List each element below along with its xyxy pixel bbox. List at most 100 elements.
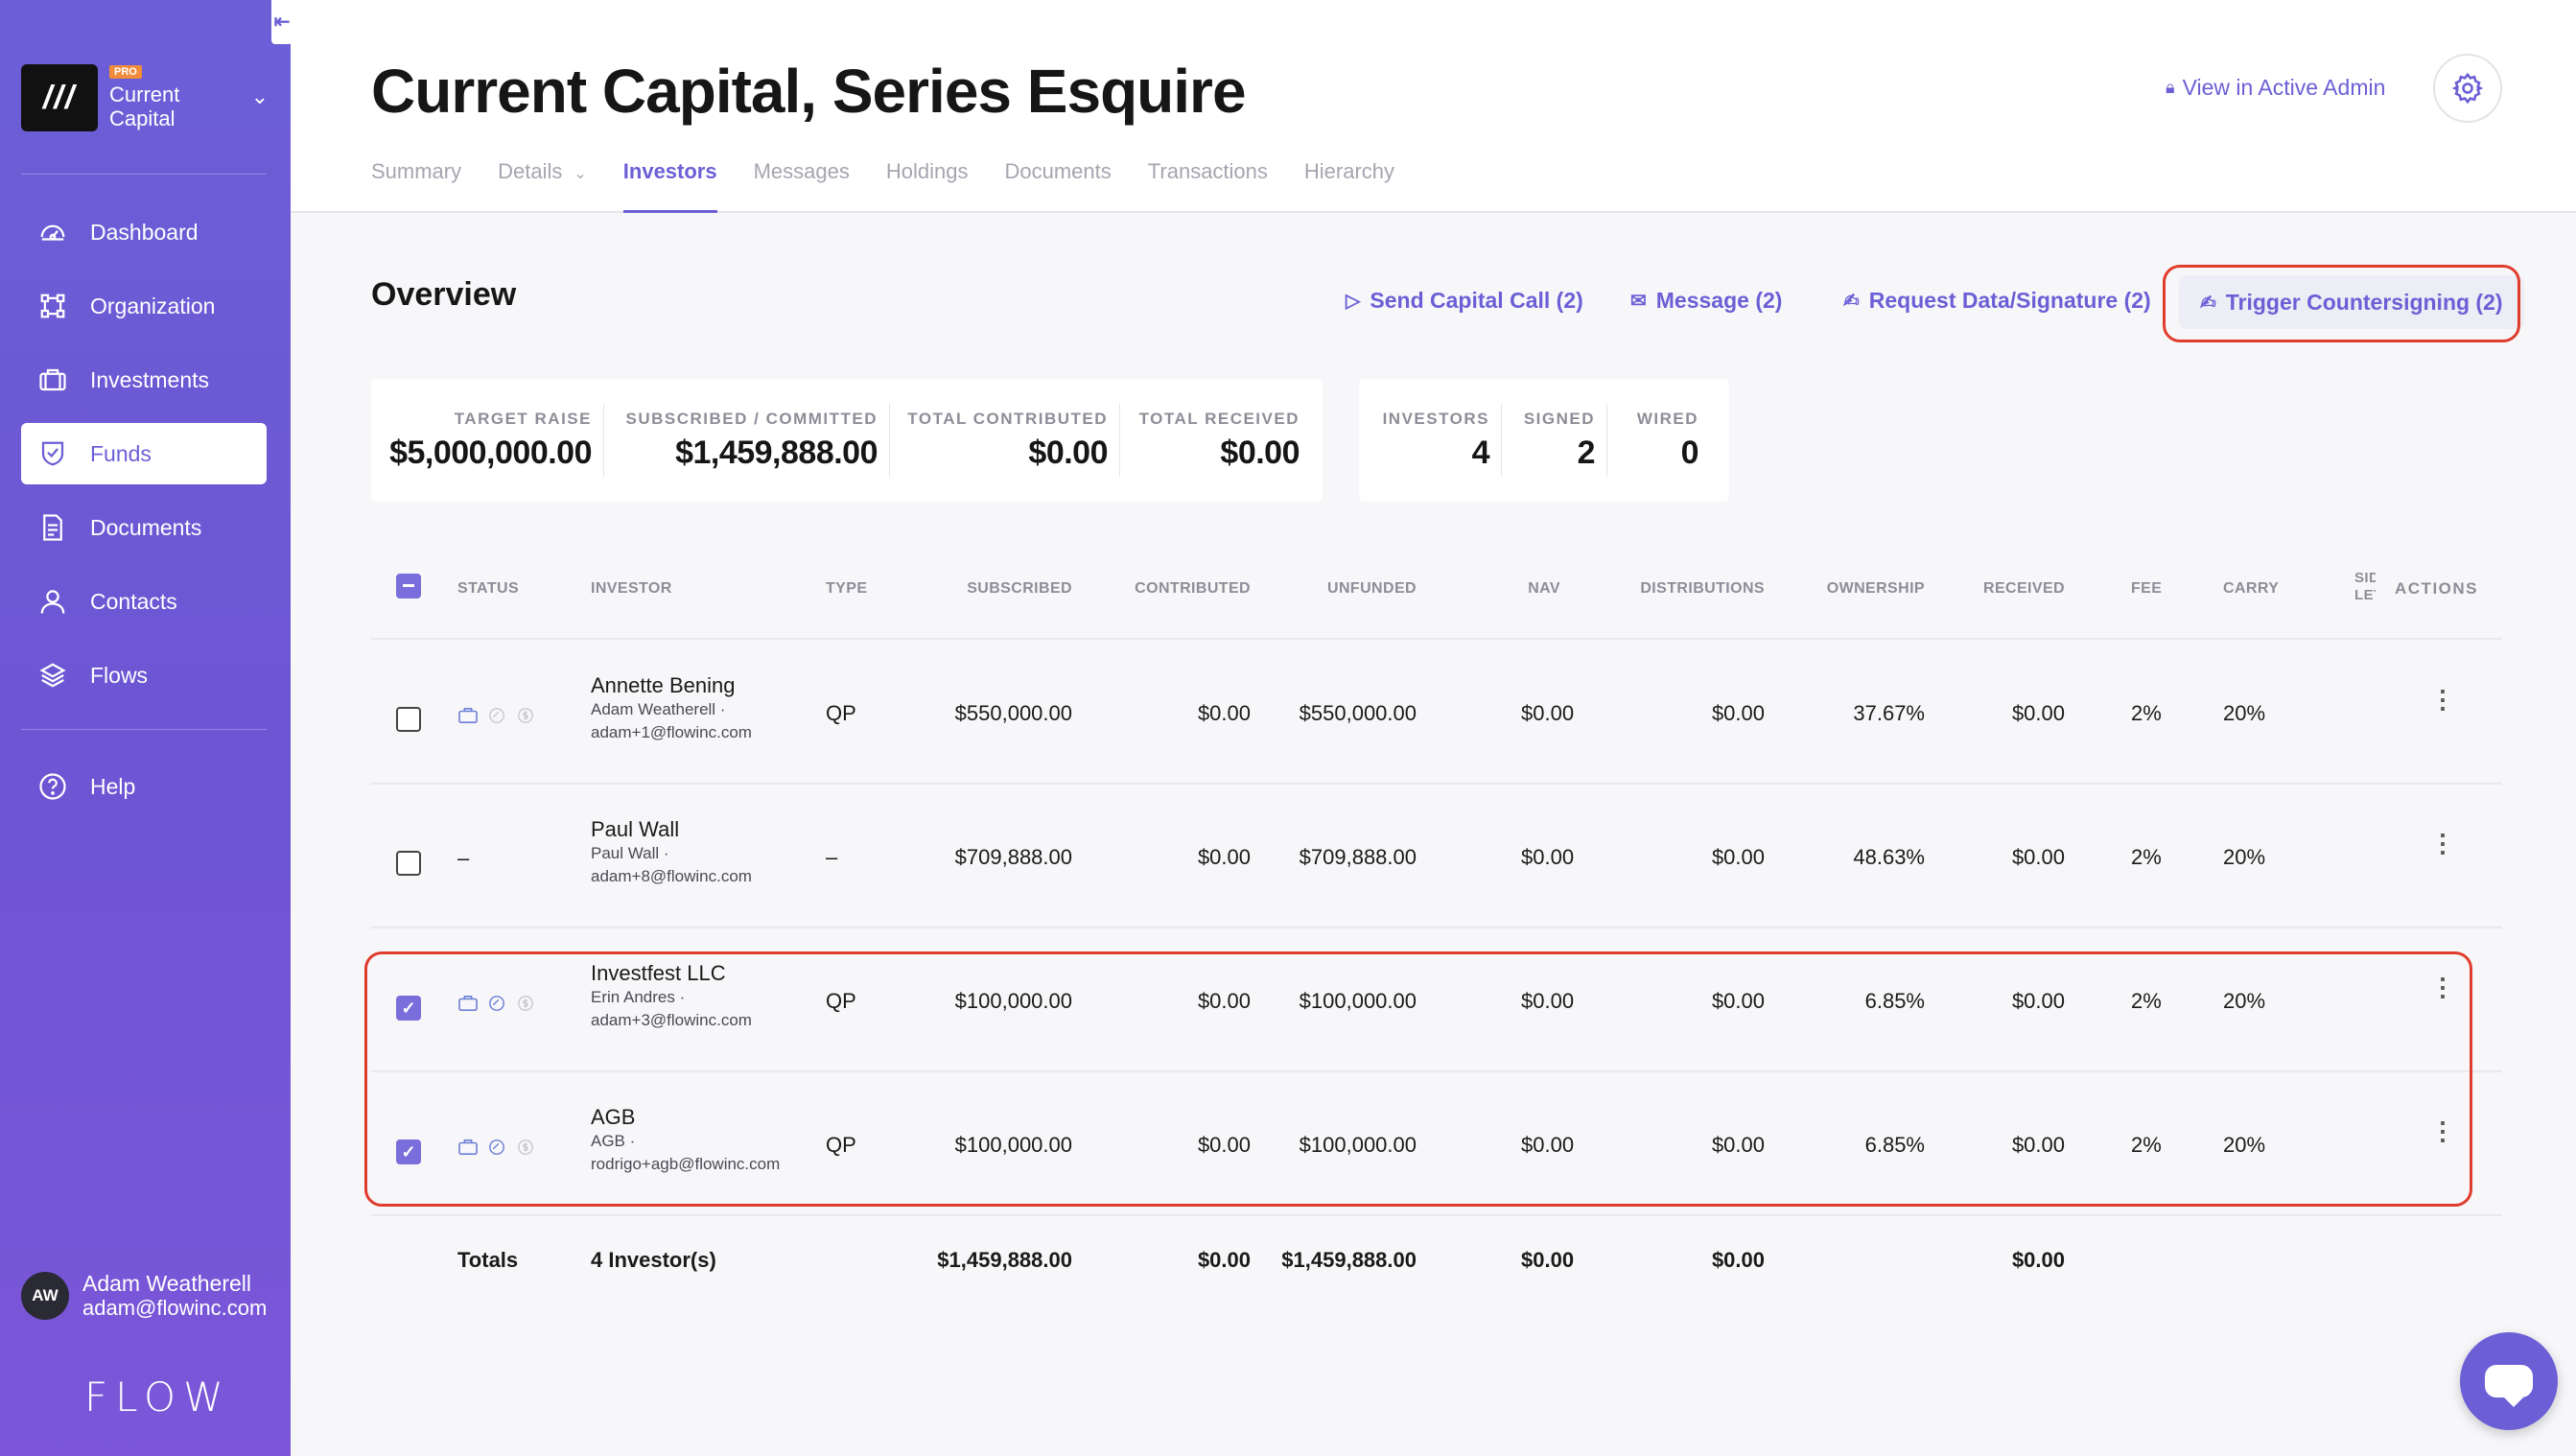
investor-info[interactable]: Annette Bening Adam Weatherell · adam+1@…: [591, 673, 752, 744]
row-checkbox[interactable]: [396, 707, 421, 732]
stat-label: SIGNED: [1523, 409, 1595, 428]
trigger-countersigning-label: Trigger Countersigning (2): [2225, 289, 2503, 315]
carry-cell: 20%: [2223, 845, 2266, 869]
pro-badge: PRO: [109, 65, 142, 79]
col-header-subscribed[interactable]: SUBSCRIBED: [967, 580, 1072, 597]
investor-stats-card: INVESTORS 4 SIGNED 2 WIRED 0: [1359, 379, 1729, 502]
carry-cell: 20%: [2223, 1133, 2266, 1157]
table-row[interactable]: Annette Bening Adam Weatherell · adam+1@…: [371, 638, 2502, 783]
status-cell: –: [457, 846, 470, 870]
sidebar-item-label: Flows: [90, 662, 149, 688]
side-letter-line2: LETT: [2354, 587, 2376, 603]
sidebar-item-contacts[interactable]: Contacts: [21, 571, 267, 632]
tab-summary[interactable]: Summary: [371, 159, 462, 183]
settings-button[interactable]: [2433, 54, 2502, 123]
tab-transactions[interactable]: Transactions: [1147, 159, 1268, 183]
tab-investors[interactable]: Investors: [622, 159, 717, 213]
send-capital-call-label: Send Capital Call (2): [1370, 288, 1583, 313]
distributions-cell: $0.00: [1711, 1133, 1765, 1157]
col-header-carry[interactable]: CARRY: [2223, 580, 2280, 597]
status-icons: [457, 1139, 536, 1156]
avatar: AW: [21, 1272, 69, 1320]
chevron-down-icon: ⌄: [250, 84, 269, 108]
sidebar-divider: [21, 729, 267, 730]
dollar-icon: [518, 1139, 533, 1155]
col-header-type[interactable]: TYPE: [826, 580, 868, 597]
trigger-countersigning-button[interactable]: ✍︎ Trigger Countersigning (2): [2179, 275, 2524, 329]
org-switcher[interactable]: /// PRO Current Capital ⌄: [21, 63, 269, 132]
tab-messages[interactable]: Messages: [753, 159, 850, 183]
dollar-icon: [518, 708, 533, 723]
tab-holdings[interactable]: Holdings: [885, 159, 969, 183]
side-letter-line1: SID: [2354, 570, 2376, 586]
signature-icon: ✍︎: [1843, 291, 1860, 312]
sidebar-item-flows[interactable]: Flows: [21, 645, 267, 706]
col-header-side-letter[interactable]: SID LETT: [2354, 570, 2376, 604]
briefcase-icon: [38, 365, 67, 394]
totals-label: Totals: [457, 1248, 519, 1272]
collapse-sidebar-icon[interactable]: ⇤: [271, 0, 293, 44]
row-actions-kebab-icon[interactable]: ⋮: [2430, 829, 2455, 857]
nav-cell: $0.00: [1521, 1133, 1575, 1157]
user-profile[interactable]: AW Adam Weatherell adam@flowinc.com: [21, 1271, 267, 1321]
totals-nav: $0.00: [1521, 1248, 1575, 1272]
select-all-checkbox[interactable]: [396, 574, 421, 599]
distributions-cell: $0.00: [1711, 701, 1765, 725]
totals-subscribed: $1,459,888.00: [937, 1248, 1072, 1272]
totals-received: $0.00: [2011, 1248, 2065, 1272]
col-header-fee[interactable]: FEE: [2131, 580, 2163, 597]
sidebar-item-funds[interactable]: Funds: [21, 423, 267, 484]
col-header-contributed[interactable]: CONTRIBUTED: [1135, 580, 1251, 597]
status-icons: [457, 707, 536, 724]
col-header-ownership[interactable]: OWNERSHIP: [1826, 580, 1925, 597]
tab-hierarchy[interactable]: Hierarchy: [1303, 159, 1395, 183]
sidebar-item-dashboard[interactable]: Dashboard: [21, 201, 267, 263]
stat-label: TOTAL RECEIVED: [1138, 409, 1300, 428]
sidebar-item-label: Contacts: [90, 588, 177, 614]
send-icon: ▷: [1346, 291, 1361, 312]
fee-cell: 2%: [2131, 845, 2162, 869]
row-checkbox[interactable]: [396, 851, 421, 876]
chat-widget-button[interactable]: [2460, 1332, 2558, 1430]
tab-details[interactable]: Details ⌄: [498, 159, 587, 213]
table-row[interactable]: – Paul Wall Paul Wall · adam+8@flowinc.c…: [371, 783, 2502, 927]
briefcase-icon: [458, 995, 478, 1012]
tab-details-label: Details: [498, 159, 563, 183]
stat-target-raise: TARGET RAISE $5,000,000.00: [371, 379, 603, 502]
sidebar-item-help[interactable]: Help: [21, 756, 267, 817]
sidebar-nav: Dashboard Organization Investments Funds…: [21, 201, 267, 718]
totals-investors: 4 Investor(s): [591, 1248, 716, 1272]
col-header-unfunded[interactable]: UNFUNDED: [1327, 580, 1417, 597]
col-header-investor[interactable]: INVESTOR: [591, 580, 672, 597]
investor-email: adam+3@flowinc.com: [591, 1011, 752, 1029]
totals-distributions: $0.00: [1711, 1248, 1765, 1272]
lock-icon: 🔒︎: [2166, 78, 2175, 97]
investor-info[interactable]: Investfest LLC Erin Andres · adam+3@flow…: [591, 961, 752, 1032]
col-header-status[interactable]: STATUS: [457, 580, 520, 597]
stat-total-received: TOTAL RECEIVED $0.00: [1119, 379, 1311, 502]
sidebar-item-documents[interactable]: Documents: [21, 497, 267, 558]
sidebar-item-organization[interactable]: Organization: [21, 275, 267, 337]
sidebar-item-investments[interactable]: Investments: [21, 349, 267, 411]
row-checkbox[interactable]: ✓: [396, 1139, 421, 1164]
dashboard-icon: [38, 218, 67, 247]
request-data-signature-button[interactable]: ✍︎ Request Data/Signature (2): [1843, 288, 2151, 314]
send-capital-call-button[interactable]: ▷ Send Capital Call (2): [1346, 288, 1583, 314]
row-actions-kebab-icon[interactable]: ⋮: [2430, 685, 2455, 714]
distributions-cell: $0.00: [1711, 845, 1765, 869]
view-in-active-admin-link[interactable]: 🔒︎ View in Active Admin: [2166, 75, 2385, 101]
table-row[interactable]: ✓ Investfest LLC Erin Andres · adam+3@fl…: [371, 927, 2502, 1070]
tab-documents[interactable]: Documents: [1004, 159, 1112, 183]
unfunded-cell: $100,000.00: [1299, 989, 1417, 1013]
investor-contact: Erin Andres ·: [591, 988, 686, 1006]
message-button[interactable]: ✉ Message (2): [1630, 288, 1782, 314]
fund-stats-card: TARGET RAISE $5,000,000.00 SUBSCRIBED / …: [371, 379, 1323, 502]
col-header-nav[interactable]: NAV: [1528, 580, 1560, 597]
table-row[interactable]: ✓ AGB AGB · rodrigo+agb@flowinc.com QP $…: [371, 1070, 2502, 1214]
row-checkbox[interactable]: ✓: [396, 996, 421, 1021]
sidebar-item-label: Funds: [90, 440, 152, 466]
col-header-received[interactable]: RECEIVED: [1983, 580, 2065, 597]
investor-info[interactable]: Paul Wall Paul Wall · adam+8@flowinc.com: [591, 817, 752, 888]
investor-info[interactable]: AGB AGB · rodrigo+agb@flowinc.com: [591, 1105, 780, 1176]
col-header-distributions[interactable]: DISTRIBUTIONS: [1640, 580, 1765, 597]
